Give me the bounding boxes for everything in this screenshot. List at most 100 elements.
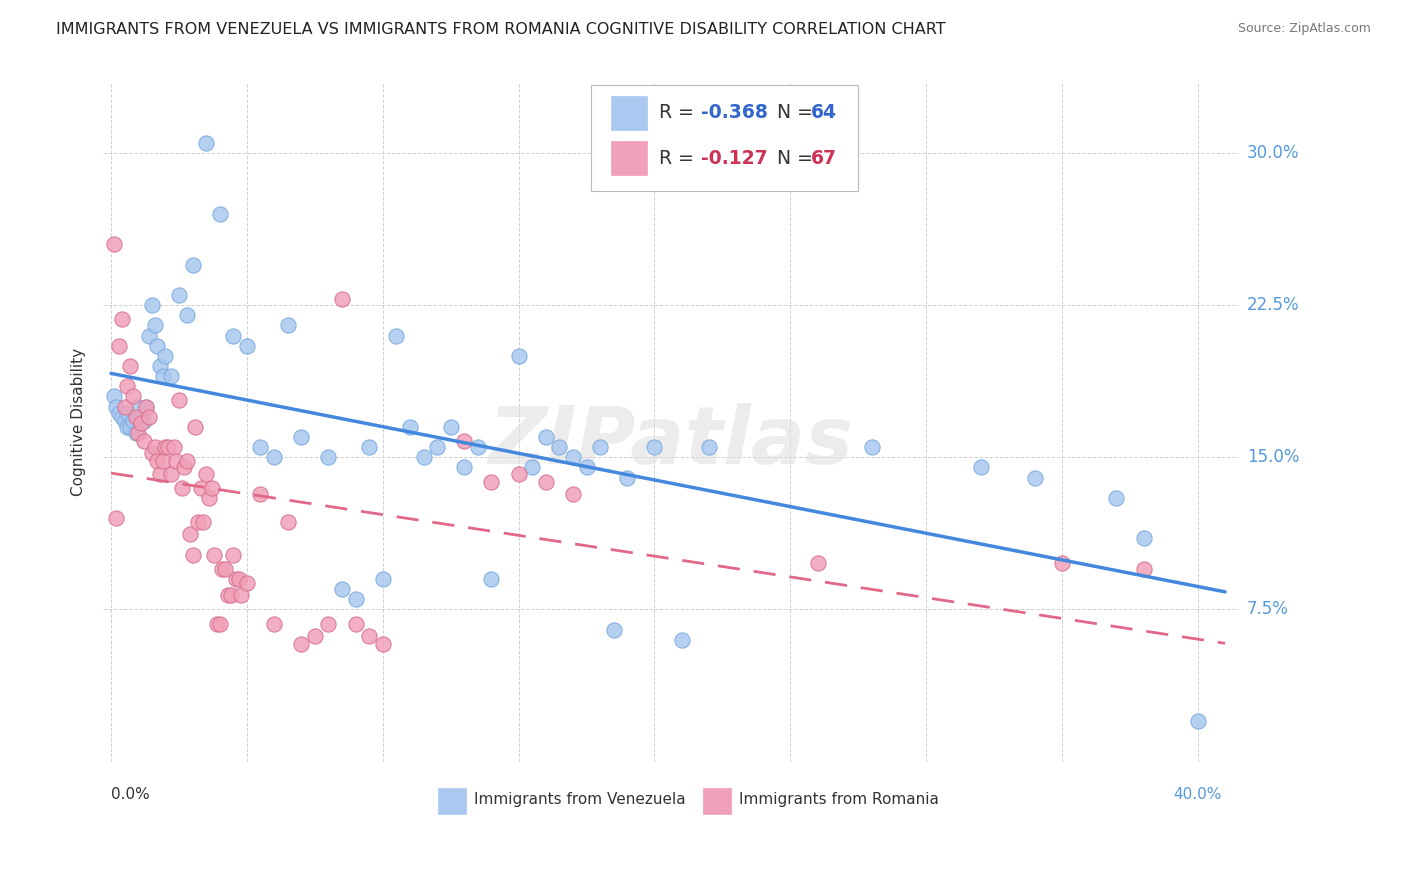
- Point: [141, 298, 163, 312]
- Point: [135, 400, 157, 414]
- Point: [481, 572, 503, 586]
- Point: [453, 460, 475, 475]
- Point: [170, 481, 193, 495]
- Point: [1050, 556, 1073, 570]
- Point: [129, 416, 152, 430]
- Point: [616, 470, 638, 484]
- Point: [146, 339, 169, 353]
- Point: [162, 440, 184, 454]
- Point: [211, 562, 233, 576]
- Point: [359, 440, 381, 454]
- Point: [249, 487, 271, 501]
- Text: Source: ZipAtlas.com: Source: ZipAtlas.com: [1237, 22, 1371, 36]
- Point: [399, 420, 422, 434]
- Point: [160, 369, 183, 384]
- Point: [202, 548, 225, 562]
- Point: [219, 588, 242, 602]
- Text: N =: N =: [765, 149, 818, 168]
- Text: 40.0%: 40.0%: [1174, 787, 1222, 802]
- Text: 67: 67: [810, 149, 837, 168]
- Point: [176, 308, 198, 322]
- Point: [105, 511, 128, 525]
- Point: [120, 359, 142, 373]
- Point: [181, 548, 204, 562]
- Point: [152, 454, 174, 468]
- Point: [330, 292, 353, 306]
- Point: [969, 460, 991, 475]
- Text: ZIPatlas: ZIPatlas: [488, 403, 853, 481]
- Point: [111, 312, 134, 326]
- Point: [195, 136, 218, 150]
- Point: [371, 637, 394, 651]
- Point: [481, 475, 503, 489]
- Point: [290, 637, 312, 651]
- Point: [522, 460, 544, 475]
- Point: [697, 440, 720, 454]
- Point: [117, 406, 139, 420]
- Point: [562, 450, 585, 465]
- Point: [208, 207, 231, 221]
- Point: [132, 414, 155, 428]
- Point: [217, 588, 239, 602]
- Point: [344, 592, 367, 607]
- Point: [117, 379, 139, 393]
- Text: 64: 64: [810, 103, 837, 122]
- Point: [149, 467, 172, 481]
- Point: [114, 414, 136, 428]
- Text: -0.127: -0.127: [702, 149, 768, 168]
- Point: [184, 420, 207, 434]
- Text: R =: R =: [659, 103, 700, 122]
- Point: [508, 349, 530, 363]
- Point: [806, 556, 828, 570]
- Point: [548, 440, 571, 454]
- Point: [132, 434, 155, 448]
- Point: [124, 425, 146, 440]
- Point: [187, 515, 209, 529]
- Point: [228, 572, 250, 586]
- Text: 7.5%: 7.5%: [1247, 600, 1289, 618]
- Point: [589, 440, 612, 454]
- Text: N =: N =: [765, 103, 818, 122]
- Point: [121, 414, 143, 428]
- Point: [167, 393, 190, 408]
- Point: [453, 434, 475, 448]
- Point: [105, 400, 128, 414]
- Point: [120, 420, 142, 434]
- Point: [138, 328, 160, 343]
- Point: [371, 572, 394, 586]
- Point: [263, 616, 285, 631]
- Point: [160, 467, 183, 481]
- Point: [534, 430, 557, 444]
- Point: [385, 328, 408, 343]
- Text: 30.0%: 30.0%: [1247, 144, 1299, 162]
- Point: [231, 588, 253, 602]
- Text: 0.0%: 0.0%: [111, 787, 150, 802]
- Point: [643, 440, 665, 454]
- Point: [157, 440, 180, 454]
- Point: [129, 409, 152, 424]
- Point: [318, 450, 340, 465]
- Point: [222, 328, 245, 343]
- Text: -0.368: -0.368: [702, 103, 768, 122]
- Point: [214, 562, 236, 576]
- Point: [146, 454, 169, 468]
- Point: [200, 481, 222, 495]
- Point: [1187, 714, 1209, 728]
- FancyBboxPatch shape: [437, 789, 467, 814]
- Point: [1105, 491, 1128, 505]
- Point: [138, 409, 160, 424]
- Point: [359, 629, 381, 643]
- Point: [141, 446, 163, 460]
- Point: [179, 527, 201, 541]
- Point: [330, 582, 353, 597]
- Text: 22.5%: 22.5%: [1247, 296, 1299, 314]
- Point: [117, 420, 139, 434]
- Point: [1132, 562, 1154, 576]
- Point: [149, 359, 172, 373]
- Point: [671, 632, 693, 647]
- Point: [508, 467, 530, 481]
- Point: [121, 389, 143, 403]
- Text: R =: R =: [659, 149, 700, 168]
- Point: [225, 572, 247, 586]
- Point: [277, 318, 299, 333]
